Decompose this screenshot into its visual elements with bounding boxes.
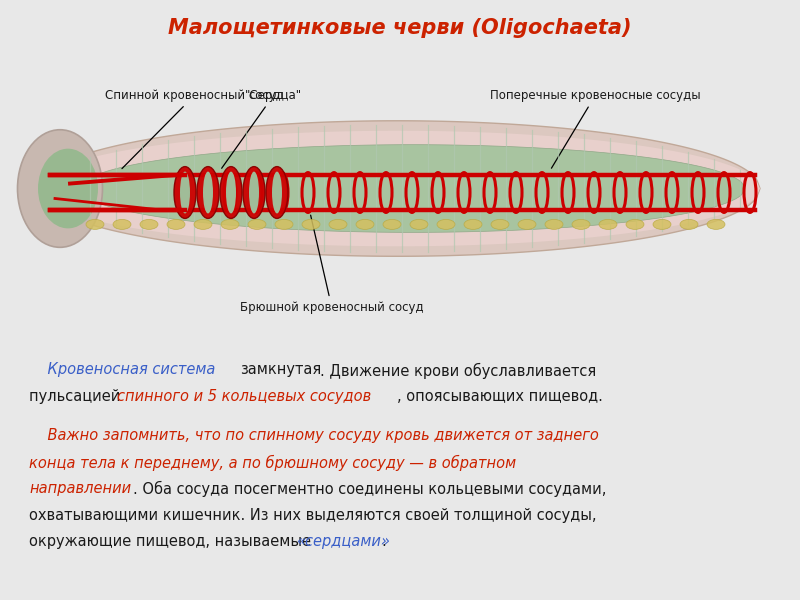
Text: Брюшной кровеносный сосуд: Брюшной кровеносный сосуд	[240, 215, 424, 314]
Ellipse shape	[18, 130, 102, 247]
Ellipse shape	[302, 220, 320, 229]
Ellipse shape	[275, 220, 293, 229]
Text: . Оба сосуда посегментно соединены кольцевыми сосудами,: . Оба сосуда посегментно соединены кольц…	[133, 481, 606, 497]
Ellipse shape	[248, 220, 266, 229]
Text: Спинной кровеносный сосуд: Спинной кровеносный сосуд	[105, 89, 284, 169]
Ellipse shape	[518, 220, 536, 229]
Ellipse shape	[203, 172, 213, 214]
Ellipse shape	[356, 220, 374, 229]
Ellipse shape	[113, 220, 131, 229]
Text: направлении: направлении	[30, 481, 131, 496]
Ellipse shape	[174, 167, 196, 218]
Ellipse shape	[653, 220, 671, 229]
Text: .: .	[381, 534, 386, 549]
Ellipse shape	[220, 167, 242, 218]
Ellipse shape	[626, 220, 644, 229]
Text: Важно запомнить, что по спинному сосуду кровь движется от заднего: Важно запомнить, что по спинному сосуду …	[30, 428, 599, 443]
Ellipse shape	[491, 220, 509, 229]
Ellipse shape	[226, 172, 236, 214]
Text: замкнутая: замкнутая	[240, 362, 322, 377]
Polygon shape	[35, 131, 760, 247]
Polygon shape	[80, 145, 745, 232]
Ellipse shape	[329, 220, 347, 229]
Ellipse shape	[680, 220, 698, 229]
Ellipse shape	[272, 172, 282, 214]
Text: , опоясывающих пищевод.: , опоясывающих пищевод.	[397, 389, 602, 404]
Ellipse shape	[545, 220, 563, 229]
Polygon shape	[35, 121, 760, 256]
Ellipse shape	[464, 220, 482, 229]
Text: спинного и 5 кольцевых сосудов: спинного и 5 кольцевых сосудов	[117, 389, 371, 404]
Ellipse shape	[572, 220, 590, 229]
Ellipse shape	[437, 220, 455, 229]
Ellipse shape	[249, 172, 259, 214]
Ellipse shape	[194, 220, 212, 229]
Ellipse shape	[243, 167, 265, 218]
Ellipse shape	[707, 220, 725, 229]
Ellipse shape	[86, 220, 104, 229]
Text: конца тела к переднему, а по брюшному сосуду — в обратном: конца тела к переднему, а по брюшному со…	[30, 455, 517, 471]
Ellipse shape	[197, 167, 219, 218]
Text: "Сердца": "Сердца"	[222, 89, 302, 169]
Ellipse shape	[140, 220, 158, 229]
Text: Кровеносная система: Кровеносная система	[30, 362, 221, 377]
Text: окружающие пищевод, называемые: окружающие пищевод, называемые	[30, 534, 316, 549]
Text: Поперечные кровеносные сосуды: Поперечные кровеносные сосуды	[490, 89, 701, 168]
Ellipse shape	[180, 172, 190, 214]
Ellipse shape	[599, 220, 617, 229]
Ellipse shape	[266, 167, 288, 218]
Ellipse shape	[410, 220, 428, 229]
Ellipse shape	[221, 220, 239, 229]
Ellipse shape	[38, 149, 98, 229]
Text: . Движение крови обуславливается: . Движение крови обуславливается	[320, 362, 596, 379]
Text: «сердцами»: «сердцами»	[296, 534, 390, 549]
Ellipse shape	[383, 220, 401, 229]
Text: Малощетинковые черви (Oligochaeta): Малощетинковые черви (Oligochaeta)	[168, 19, 632, 38]
Text: охватывающими кишечник. Из них выделяются своей толщиной сосуды,: охватывающими кишечник. Из них выделяютс…	[30, 508, 597, 523]
Ellipse shape	[167, 220, 185, 229]
Text: пульсацией: пульсацией	[30, 389, 126, 404]
